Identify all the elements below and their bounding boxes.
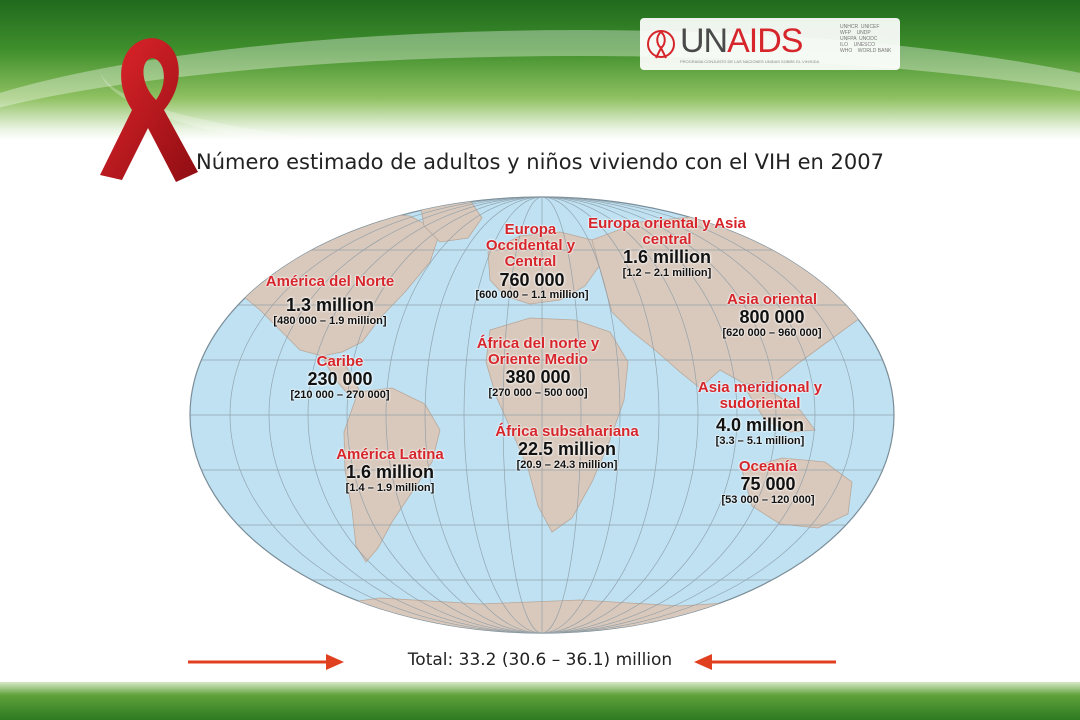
region-name: África subsahariana (495, 423, 639, 440)
region-value: 1.6 million (622, 247, 712, 268)
antarctica-land (279, 597, 861, 633)
region-label-latin-america: América Latina 1.6 million [1.4 – 1.9 mi… (336, 446, 444, 495)
total-summary: Total: 33.2 (30.6 – 36.1) million (407, 650, 673, 670)
region-value: 800 000 (739, 307, 805, 328)
region-value: 22.5 million (517, 439, 617, 460)
africa-land (485, 317, 629, 533)
region-range: [20.9 – 24.3 million] (516, 458, 618, 471)
region-label-south-southeast-asia: Asia meridional y sudoriental 4.0 millio… (675, 379, 845, 448)
region-range: [600 000 – 1.1 million] (475, 289, 589, 301)
region-range: [3.3 – 5.1 million] (715, 434, 805, 447)
unaids-logo: UNAIDS PROGRAMA CONJUNTO DE LAS NACIONES… (640, 18, 900, 70)
region-name: América del Norte (265, 273, 395, 290)
region-label-caribbean: Caribe 230 000 [210 000 – 270 000] (290, 353, 390, 402)
region-name: América Latina (336, 446, 444, 463)
region-name: Europa oriental y Asia central (588, 215, 746, 249)
red-ribbon-icon (100, 38, 198, 182)
region-range: [1.4 – 1.9 million] (345, 481, 435, 494)
region-range: [210 000 – 270 000] (290, 388, 390, 401)
region-value: 75 000 (740, 474, 796, 495)
total-arrow-left (188, 654, 344, 670)
region-value: 760 000 (499, 269, 565, 290)
region-range: [1.2 – 2.1 million] (622, 266, 712, 279)
region-label-sub-saharan-africa: África subsahariana 22.5 million [20.9 –… (495, 423, 639, 472)
region-label-north-africa-middle-east: África del norte y Oriente Medio 380 000… (453, 335, 623, 400)
logo-subtitle: PROGRAMA CONJUNTO DE LAS NACIONES UNIDAS… (680, 59, 820, 64)
region-name: Europa Occidental y Central (485, 221, 576, 271)
logo-cosponsors: UNHCR UNICEF WFP UNDP UNFPA UNODC ILO UN… (840, 24, 892, 54)
logo-wordmark: UNAIDS (680, 22, 803, 60)
region-name: Asia meridional y sudoriental (697, 379, 823, 413)
region-label-north-america: América del Norte 1.3 million [480 000 –… (265, 273, 395, 328)
region-value: 4.0 million (715, 415, 805, 436)
header-band (0, 0, 1080, 140)
region-label-oceania: Oceanía 75 000 [53 000 – 120 000] (721, 458, 815, 507)
page-title: Número estimado de adultos y niños vivie… (196, 150, 884, 174)
region-range: [53 000 – 120 000] (721, 493, 815, 506)
region-name: Caribe (316, 353, 364, 370)
region-value: 380 000 (505, 367, 571, 388)
region-name: Asia oriental (726, 291, 818, 308)
region-value: 1.3 million (285, 295, 375, 316)
region-label-western-central-europe: Europa Occidental y Central 760 000 [600… (475, 221, 589, 302)
region-range: [270 000 – 500 000] (488, 386, 588, 399)
region-label-east-asia: Asia oriental 800 000 [620 000 – 960 000… (722, 291, 822, 340)
footer-band (0, 682, 1080, 720)
region-name: África del norte y Oriente Medio (476, 335, 600, 369)
region-label-eastern-europe-central-asia: Europa oriental y Asia central 1.6 milli… (582, 215, 752, 280)
total-arrow-right (694, 654, 836, 670)
region-value: 230 000 (307, 369, 373, 390)
region-value: 1.6 million (345, 462, 435, 483)
region-range: [620 000 – 960 000] (722, 326, 822, 339)
region-range: [480 000 – 1.9 million] (273, 314, 387, 327)
region-name: Oceanía (738, 458, 798, 475)
un-emblem-icon (647, 30, 675, 59)
